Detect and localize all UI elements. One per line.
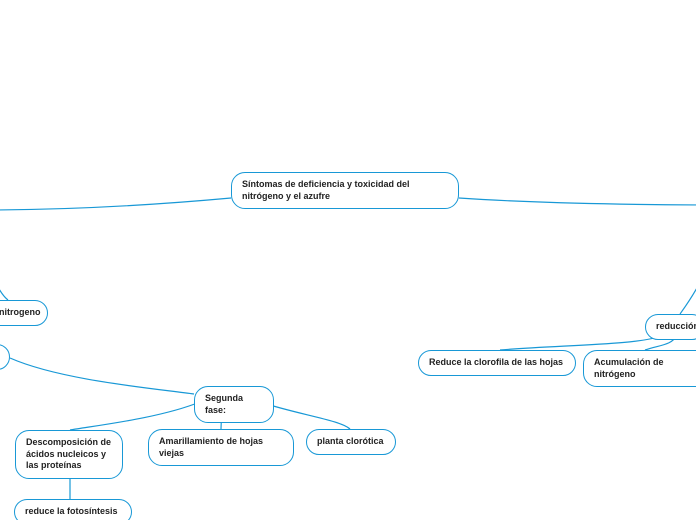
node-acumn[interactable]: Acumulación de nitrógeno — [583, 350, 696, 387]
node-amar[interactable]: Amarillamiento de hojas viejas — [148, 429, 294, 466]
node-rclor[interactable]: Reduce la clorofila de las hojas — [418, 350, 576, 376]
node-clor[interactable]: planta clorótica — [306, 429, 396, 455]
node-root[interactable]: Síntomas de deficiencia y toxicidad del … — [231, 172, 459, 209]
node-desc[interactable]: Descomposición de ácidos nucleicos y las… — [15, 430, 123, 479]
node-reduc[interactable]: reducción — [645, 314, 696, 340]
node-fase2[interactable]: Segunda fase: — [194, 386, 274, 423]
node-foto[interactable]: reduce la fotosíntesis — [14, 499, 132, 520]
node-nitro[interactable]: nitrogeno — [0, 300, 48, 326]
node-lefta[interactable]: a — [0, 344, 10, 370]
